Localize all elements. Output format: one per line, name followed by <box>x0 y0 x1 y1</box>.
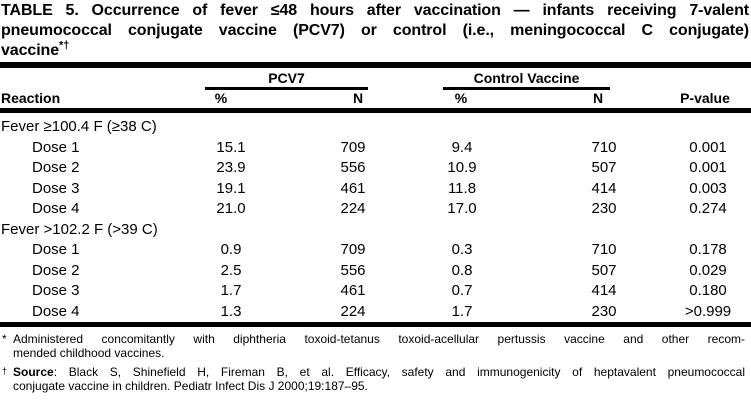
cell-pcv7-n: 709 <box>340 241 366 258</box>
cell-pvalue: 0.178 <box>689 241 727 258</box>
cell-pcv7-n: 461 <box>340 282 366 299</box>
footnote-text-line: conjugate vaccine in children. Pediatr I… <box>13 378 368 393</box>
column-group-control-vaccine: Control Vaccine <box>473 70 580 86</box>
footnote-text: : Black S, Shinefield H, Fireman B, et a… <box>53 365 745 379</box>
cell-control-percent: 11.8 <box>447 179 477 197</box>
header-rule <box>0 108 751 113</box>
asterisk-marker: * <box>2 332 7 346</box>
cell-control-n: 710 <box>591 241 617 258</box>
row-label: Dose 1 <box>32 138 80 156</box>
cell-control-n: 507 <box>591 159 617 176</box>
cell-pvalue: 0.001 <box>689 159 727 176</box>
bottom-rule <box>0 322 751 327</box>
pcv7-spanner-rule <box>205 87 368 90</box>
table-title-line3-text: vaccine <box>1 42 60 59</box>
row-label: Dose 1 <box>32 241 80 258</box>
section-header-row: Fever ≥100.4 F (≥38 C) <box>0 117 751 138</box>
table-title: TABLE 5. Occurrence of fever ≤48 hours a… <box>1 1 749 61</box>
cell-pcv7-percent: 23.9 <box>216 159 246 176</box>
section-label: Fever ≥100.4 F (≥38 C) <box>1 118 157 135</box>
footnote-text-line: mended childhood vaccines. <box>13 345 165 360</box>
column-header-control-percent: % <box>454 90 468 106</box>
cell-control-percent: 0.7 <box>451 282 473 299</box>
cell-control-percent: 0.3 <box>451 241 473 258</box>
table-row: Dose 2 23.9 556 10.9 507 0.001 <box>0 158 751 179</box>
column-header-pcv7-percent: % <box>214 90 228 106</box>
cell-pcv7-percent: 19.1 <box>216 179 246 197</box>
column-header-control-n: N <box>592 90 604 106</box>
top-rule <box>0 62 751 68</box>
cell-pvalue: >0.999 <box>684 302 732 320</box>
cell-control-percent: 9.4 <box>451 138 473 156</box>
cell-pcv7-percent: 0.9 <box>220 241 242 258</box>
cell-pvalue: 0.274 <box>689 200 727 217</box>
cell-control-percent: 1.7 <box>451 302 473 320</box>
source-label: Source <box>13 365 54 379</box>
cell-pcv7-n: 556 <box>340 159 366 176</box>
cell-control-percent: 17.0 <box>447 200 477 217</box>
table-row: Dose 3 19.1 461 11.8 414 0.003 <box>0 179 751 200</box>
table-row: Dose 1 15.1 709 9.4 710 0.001 <box>0 138 751 159</box>
footnote-dagger: † Source: Black S, Shinefield H, Fireman… <box>0 365 745 393</box>
cell-control-n: 710 <box>591 138 617 156</box>
table-row: Dose 4 21.0 224 17.0 230 0.274 <box>0 199 751 220</box>
control-spanner-rule <box>443 87 610 90</box>
footnote-text-line: Administered concomitantly with diphther… <box>13 332 745 346</box>
row-label: Dose 2 <box>32 159 80 176</box>
cell-pcv7-n: 709 <box>340 138 366 156</box>
table-body: Fever ≥100.4 F (≥38 C) Dose 1 15.1 709 9… <box>0 117 751 322</box>
dagger-marker: † <box>2 366 8 376</box>
footnotes: * Administered concomitantly with diphth… <box>0 331 745 399</box>
row-label: Dose 4 <box>32 302 80 320</box>
cell-pvalue: 0.001 <box>689 138 727 156</box>
cell-pcv7-n: 461 <box>340 179 366 197</box>
cell-pvalue: 0.003 <box>689 179 727 197</box>
column-header-pcv7-n: N <box>352 90 364 106</box>
table-row: Dose 2 2.5 556 0.8 507 0.029 <box>0 261 751 282</box>
column-header-reaction: Reaction <box>1 90 61 106</box>
row-label: Dose 4 <box>32 200 80 217</box>
row-label: Dose 2 <box>32 261 80 279</box>
section-label: Fever >102.2 F (>39 C) <box>1 220 158 238</box>
cell-pcv7-n: 224 <box>340 302 366 320</box>
table-row: Dose 3 1.7 461 0.7 414 0.180 <box>0 281 751 302</box>
cell-pvalue: 0.180 <box>689 282 727 299</box>
cell-control-n: 230 <box>591 200 617 217</box>
cell-control-percent: 10.9 <box>447 159 477 176</box>
cell-pcv7-percent: 1.3 <box>220 302 242 320</box>
table-title-line1: TABLE 5. Occurrence of fever ≤48 hours a… <box>1 2 749 19</box>
row-label: Dose 3 <box>32 179 80 197</box>
cell-control-percent: 0.8 <box>451 261 473 279</box>
table-title-line2: pneumococcal conjugate vaccine (PCV7) or… <box>1 22 749 39</box>
footnote-asterisk: * Administered concomitantly with diphth… <box>0 332 745 360</box>
cell-control-n: 230 <box>591 302 617 320</box>
table-row: Dose 1 0.9 709 0.3 710 0.178 <box>0 240 751 261</box>
cell-pcv7-percent: 2.5 <box>220 261 242 279</box>
cell-pcv7-percent: 1.7 <box>220 282 242 299</box>
table-row: Dose 4 1.3 224 1.7 230 >0.999 <box>0 302 751 323</box>
table-title-line3: vaccine*† <box>1 39 749 61</box>
cell-control-n: 507 <box>591 261 617 279</box>
row-label: Dose 3 <box>32 282 80 299</box>
cell-control-n: 414 <box>591 282 617 299</box>
column-header-pvalue: P-value <box>680 90 730 106</box>
cell-pvalue: 0.029 <box>689 261 727 279</box>
cell-pcv7-percent: 15.1 <box>216 138 246 156</box>
cell-pcv7-n: 224 <box>340 200 366 217</box>
column-group-pcv7: PCV7 <box>268 70 305 86</box>
cell-control-n: 414 <box>591 179 617 197</box>
footnote-text-line: Source: Black S, Shinefield H, Fireman B… <box>13 365 745 380</box>
footnote-marker-superscript: *† <box>59 39 70 52</box>
section-header-row: Fever >102.2 F (>39 C) <box>0 220 751 241</box>
cell-pcv7-percent: 21.0 <box>216 200 246 217</box>
cell-pcv7-n: 556 <box>340 261 366 279</box>
